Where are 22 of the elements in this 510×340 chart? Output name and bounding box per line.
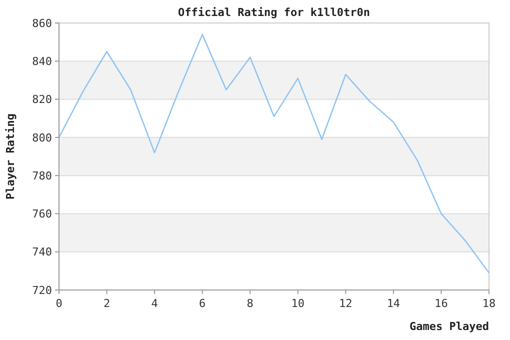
- y-tick-label: 820: [32, 93, 52, 106]
- x-tick-label: 10: [291, 297, 305, 310]
- y-tick-label: 780: [32, 169, 52, 182]
- chart-title: Official Rating for k1ll0tr0n: [178, 6, 370, 19]
- x-axis-title: Games Played: [410, 320, 489, 333]
- x-tick-label: 2: [103, 297, 110, 310]
- y-tick-label: 720: [32, 284, 52, 297]
- x-tick-label: 14: [386, 297, 400, 310]
- x-tick-label: 4: [151, 297, 158, 310]
- line-series: [58, 34, 490, 274]
- y-tick-label: 740: [32, 246, 52, 259]
- x-tick-label: 18: [482, 297, 496, 310]
- y-tick-label: 860: [32, 16, 52, 30]
- x-tick-label: 16: [434, 297, 448, 310]
- x-tick-label: 0: [56, 297, 62, 310]
- y-axis-title: Player Rating: [4, 113, 17, 200]
- y-tick-label: 800: [32, 131, 52, 144]
- x-tick-label: 8: [246, 297, 254, 310]
- y-tick-label: 840: [32, 54, 52, 68]
- x-tick-label: 6: [199, 297, 206, 310]
- x-tick-label: 12: [339, 297, 352, 310]
- y-tick-label: 760: [32, 208, 52, 221]
